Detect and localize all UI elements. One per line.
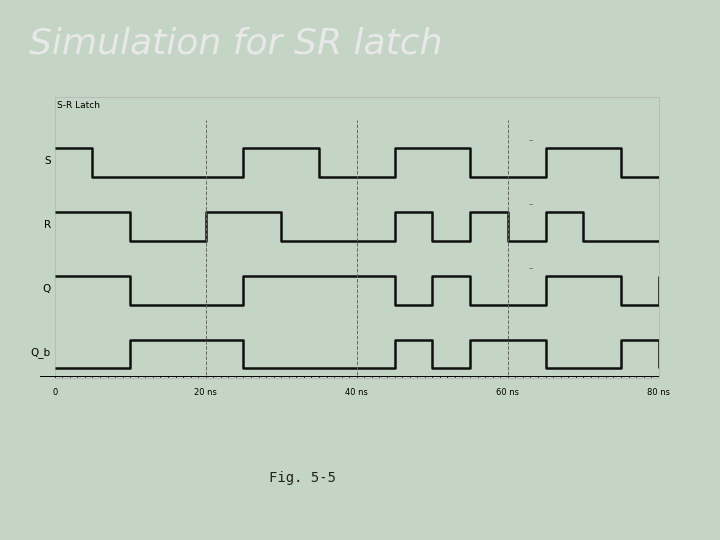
Text: 0: 0 [52, 388, 58, 396]
Text: 40 ns: 40 ns [346, 388, 368, 396]
Text: 60 ns: 60 ns [496, 388, 519, 396]
Text: –: – [528, 264, 533, 273]
Text: –: – [528, 200, 533, 209]
Text: Q: Q [42, 284, 51, 294]
Text: S-R Latch: S-R Latch [57, 101, 100, 110]
Text: Q_b: Q_b [31, 347, 51, 358]
Text: S: S [45, 156, 51, 166]
Text: 20 ns: 20 ns [194, 388, 217, 396]
Text: Simulation for SR latch: Simulation for SR latch [29, 27, 442, 61]
Text: R: R [44, 220, 51, 230]
Text: –: – [528, 136, 533, 145]
Text: Fig. 5-5: Fig. 5-5 [269, 471, 336, 485]
Text: 80 ns: 80 ns [647, 388, 670, 396]
